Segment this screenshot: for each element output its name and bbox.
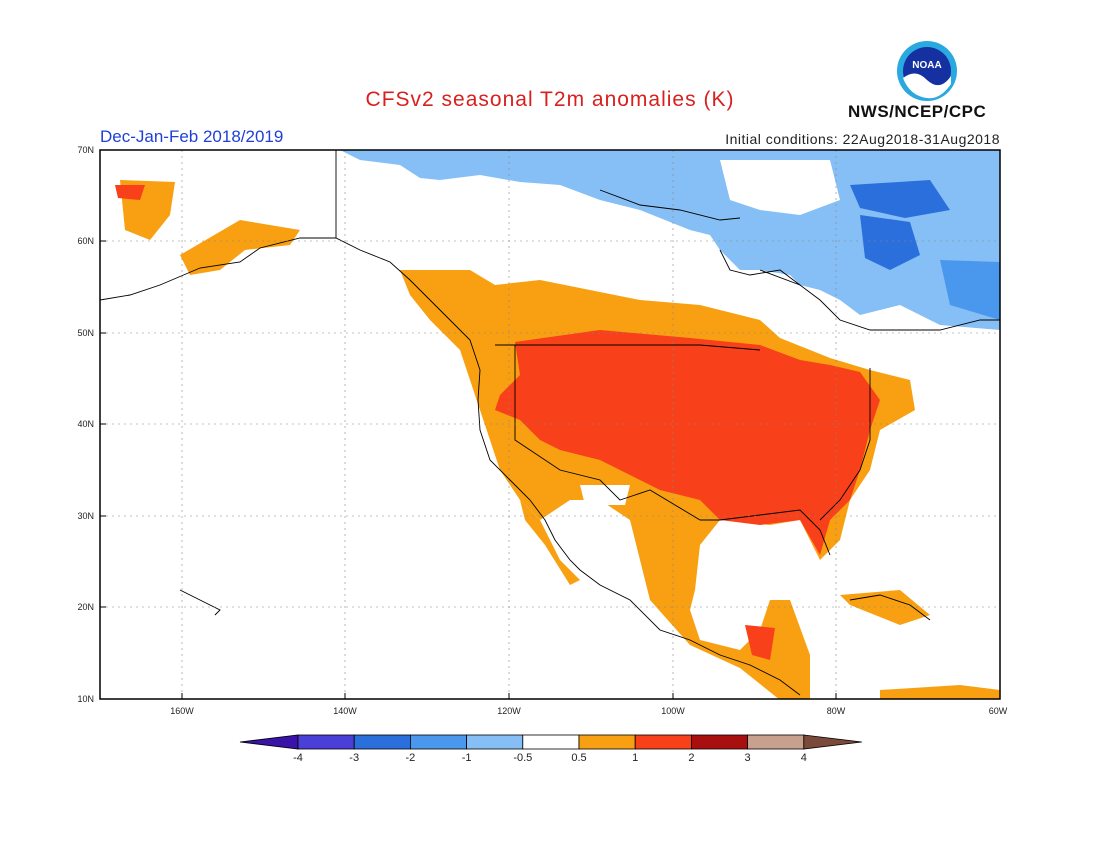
latitude-labels: 70N 60N 50N 40N 30N 20N 10N bbox=[77, 145, 94, 704]
colorbar-label: 0.5 bbox=[571, 752, 586, 764]
agency-label: NWS/NCEP/CPC bbox=[848, 102, 987, 121]
lon-label: 60W bbox=[989, 706, 1008, 716]
lat-label: 30N bbox=[77, 511, 94, 521]
logo-text: NOAA bbox=[912, 60, 941, 71]
strong-warm-anomaly-central-america bbox=[745, 625, 775, 660]
colorbar-box bbox=[522, 734, 580, 750]
initial-conditions-label: Initial conditions: 22Aug2018-31Aug2018 bbox=[725, 131, 1000, 147]
neutral-patch-southwest bbox=[580, 485, 630, 505]
anomaly-shading bbox=[115, 150, 1000, 699]
cold-anomaly-east bbox=[940, 260, 1000, 320]
strong-warm-anomaly-alaska bbox=[115, 185, 145, 200]
lat-label: 60N bbox=[77, 236, 94, 246]
colorbar-box bbox=[747, 734, 805, 750]
colorbar-labels: -4 -3 -2 -1 -0.5 0.5 1 2 3 4 bbox=[293, 752, 807, 764]
colorbar-label: -0.5 bbox=[513, 752, 532, 764]
colorbar-boxes bbox=[239, 734, 862, 750]
lat-label: 40N bbox=[77, 419, 94, 429]
colorbar-label: -3 bbox=[349, 752, 359, 764]
season-label: Dec-Jan-Feb 2018/2019 bbox=[100, 127, 284, 146]
lat-label: 20N bbox=[77, 602, 94, 612]
colorbar-label: 1 bbox=[632, 752, 638, 764]
lat-label: 50N bbox=[77, 328, 94, 338]
lat-label: 70N bbox=[77, 145, 94, 155]
colorbar-label: -4 bbox=[293, 752, 303, 764]
map-title: CFSv2 seasonal T2m anomalies (K) bbox=[365, 88, 735, 111]
warm-anomaly-caribbean bbox=[840, 590, 930, 625]
colorbar-end-high bbox=[803, 734, 862, 750]
colorbar-label: -2 bbox=[406, 752, 416, 764]
cold-anomaly-baffin bbox=[850, 180, 950, 218]
lat-label: 10N bbox=[77, 694, 94, 704]
strong-warm-anomaly-us bbox=[495, 330, 880, 555]
cold-anomaly-hudson bbox=[720, 160, 840, 215]
lon-label: 160W bbox=[170, 706, 194, 716]
colorbar-box bbox=[578, 734, 636, 750]
longitude-labels: 160W 140W 120W 100W 80W 60W bbox=[170, 706, 1008, 716]
colorbar-label: 3 bbox=[745, 752, 751, 764]
colorbar-label: 2 bbox=[688, 752, 694, 764]
colorbar-end-low bbox=[239, 734, 299, 750]
lon-label: 100W bbox=[661, 706, 685, 716]
colorbar-label: 4 bbox=[801, 752, 807, 764]
coastlines bbox=[100, 150, 1000, 696]
lon-label: 120W bbox=[497, 706, 521, 716]
colorbar-box bbox=[353, 734, 411, 750]
cold-anomaly-labrador bbox=[860, 215, 920, 270]
colorbar-box bbox=[466, 734, 524, 750]
warm-anomaly-south-america bbox=[880, 685, 1000, 699]
gridlines bbox=[100, 150, 1000, 699]
colorbar-label: -1 bbox=[462, 752, 472, 764]
warm-anomaly-alaska-south bbox=[180, 220, 300, 275]
colorbar-box bbox=[409, 734, 467, 750]
lon-label: 140W bbox=[333, 706, 357, 716]
colorbar-box bbox=[691, 734, 749, 750]
warm-anomaly-baja bbox=[520, 500, 580, 585]
tick-marks bbox=[100, 149, 1001, 700]
colorbar-box bbox=[634, 734, 692, 750]
noaa-logo: NOAA bbox=[897, 41, 957, 101]
colorbar-box bbox=[297, 734, 355, 750]
lon-label: 80W bbox=[827, 706, 846, 716]
